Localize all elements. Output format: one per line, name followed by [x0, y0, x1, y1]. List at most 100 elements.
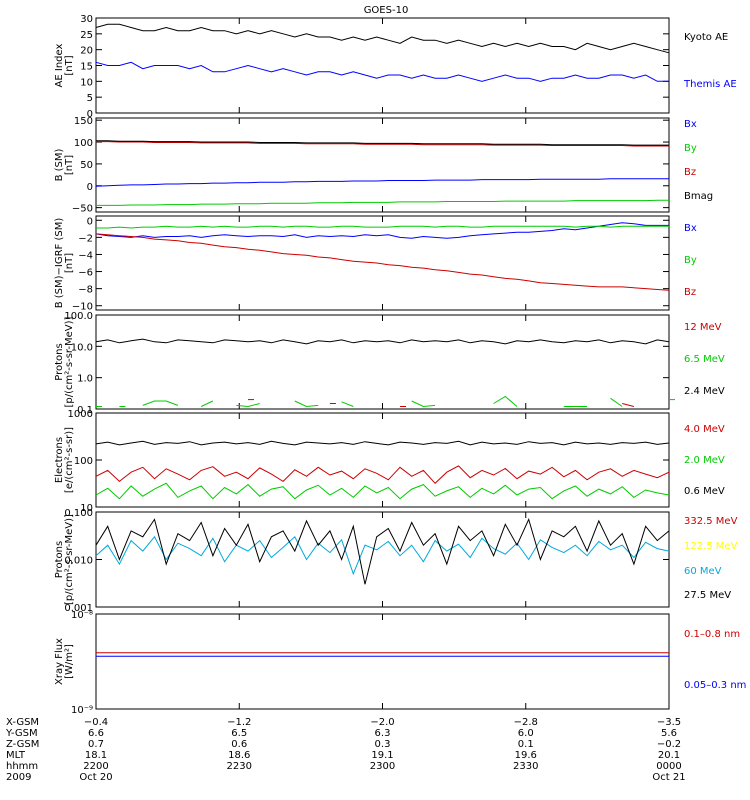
legend-entry: 2.0 MeV	[684, 455, 725, 466]
legend-entry: 12 MeV	[684, 322, 722, 333]
footer-value: Oct 21	[652, 772, 685, 783]
footer-value: −0.4	[84, 717, 108, 728]
series-line	[95, 222, 669, 239]
legend-entry: Bx	[684, 223, 697, 234]
y-tick-label: 10⁻⁹	[71, 705, 93, 716]
legend-entry: 0.6 MeV	[684, 486, 725, 497]
legend-entry: 27.5 MeV	[684, 590, 731, 601]
footer-value: 18.6	[228, 750, 250, 761]
footer-value: 19.1	[371, 750, 393, 761]
series-line	[96, 141, 669, 147]
series-line	[95, 440, 670, 446]
legend-entry: Bmag	[684, 191, 713, 202]
panel-frame	[95, 613, 670, 710]
y-tick-label: 1.0	[77, 374, 93, 385]
y-tick-label: 0	[87, 216, 93, 227]
series-line	[96, 140, 669, 146]
footer-value: Oct 20	[79, 772, 112, 783]
footer-value: 2200	[83, 761, 108, 772]
series-line	[493, 395, 518, 407]
y-tick-label: 10	[80, 503, 93, 514]
panel-1: 0 5 10 15 20 25 30 AE Index [nT] Kyoto AE Themis A…	[54, 14, 737, 120]
y-axis-label: Electrons	[54, 437, 65, 483]
y-tick-label: 150	[74, 116, 93, 127]
panel-frame	[95, 117, 670, 213]
footer-value: 19.6	[515, 750, 537, 761]
y-axis-label: [W/m²]	[64, 644, 75, 679]
footer-value: 0.6	[231, 739, 247, 750]
y-axis-label: Protons	[54, 541, 65, 578]
y-axis-label: AE Index	[54, 43, 65, 87]
panel-frame	[95, 215, 670, 311]
y-tick-label: 30	[80, 14, 93, 25]
series-line	[142, 400, 179, 406]
footer-value: −2.0	[370, 717, 394, 728]
y-axis-label: [e/(cm²-s-sr)]	[64, 427, 75, 493]
footer-value: 6.5	[231, 728, 247, 739]
panel-7: 10⁻⁹ 10⁻⁸ Xray Flux [W/m²] 0.1–0.8 nm 0.05–0.…	[54, 610, 746, 716]
footer-value: −3.5	[657, 717, 681, 728]
panel-frame	[95, 511, 670, 608]
panel-5: 10 100 1000 Electrons [e/(cm²-s-sr)] 4.0 MeV 2…	[54, 409, 725, 514]
y-axis-label: B (SM)	[54, 148, 65, 181]
y-axis-label: [nT]	[64, 55, 75, 75]
series-line	[95, 233, 670, 291]
footer-value: −1.2	[227, 717, 251, 728]
y-axis-label: Xray Flux	[54, 638, 65, 685]
legend-entry: 4.0 MeV	[684, 424, 725, 435]
footer-value: 0.3	[375, 739, 391, 750]
y-tick-label: −8	[78, 285, 93, 296]
y-tick-label: −4	[78, 250, 93, 261]
series-line	[95, 338, 670, 345]
series-line	[95, 178, 669, 187]
y-tick-label: −6	[78, 268, 93, 279]
footer-row-label: Z-GSM	[6, 739, 39, 750]
footer-value: 0000	[656, 761, 681, 772]
footer-value: 0.7	[88, 739, 104, 750]
footer-value: −2.8	[514, 717, 538, 728]
series-line	[200, 400, 214, 407]
footer-row-label: hhmm	[6, 761, 38, 772]
y-tick-label: 20	[80, 46, 93, 57]
series-line	[96, 199, 669, 206]
y-tick-label: 1000	[68, 409, 93, 420]
panel-4: 0.1 1.0 10.0 100.0 Protons [p/(cm²-s-sr-MeV)]…	[54, 311, 725, 416]
legend-entry: Bz	[684, 287, 696, 298]
footer-value: 20.1	[658, 750, 680, 761]
legend-entry: Bz	[684, 167, 696, 178]
y-axis-label: [p/(cm²-s-sr-MeV)]	[64, 514, 75, 605]
y-tick-label: 100.0	[64, 311, 93, 322]
y-tick-label: 0.1	[77, 405, 93, 416]
footer-value: −0.2	[657, 739, 681, 750]
y-tick-label: 50	[80, 160, 93, 171]
y-tick-label: 5	[87, 93, 93, 104]
y-tick-label: −2	[78, 233, 93, 244]
footer-value: 2230	[227, 761, 252, 772]
series-line	[95, 61, 669, 82]
legend-entry: Kyoto AE	[684, 32, 728, 43]
footer-value: 2330	[513, 761, 538, 772]
footer-row-label: 2009	[6, 772, 31, 783]
footer-value: 5.6	[661, 728, 677, 739]
y-axis-label: [p/(cm²-s-sr-MeV)]	[64, 316, 75, 407]
y-axis-label: B (SM)−IGRF (SM)	[54, 218, 65, 309]
series-line	[95, 23, 670, 54]
legend-entry: Themis AE	[683, 79, 737, 90]
footer-value: 0.1	[518, 739, 534, 750]
y-tick-label: 10	[80, 77, 93, 88]
y-tick-label: 0.010	[64, 556, 93, 567]
series-line	[95, 535, 670, 576]
y-tick-label: 25	[80, 30, 93, 41]
legend-entry: 0.05–0.3 nm	[684, 680, 746, 691]
footer-value: 18.1	[85, 750, 107, 761]
footer-value: 6.0	[518, 728, 534, 739]
footer-row-label: Y-GSM	[5, 728, 38, 739]
legend-entry: 6.5 MeV	[684, 354, 725, 365]
footer-row-label: MLT	[6, 750, 26, 761]
legend-entry: 60 MeV	[684, 566, 722, 577]
legend-entry: 332.5 MeV	[684, 516, 738, 527]
y-tick-label: 15	[80, 62, 93, 73]
series-line	[95, 465, 670, 485]
